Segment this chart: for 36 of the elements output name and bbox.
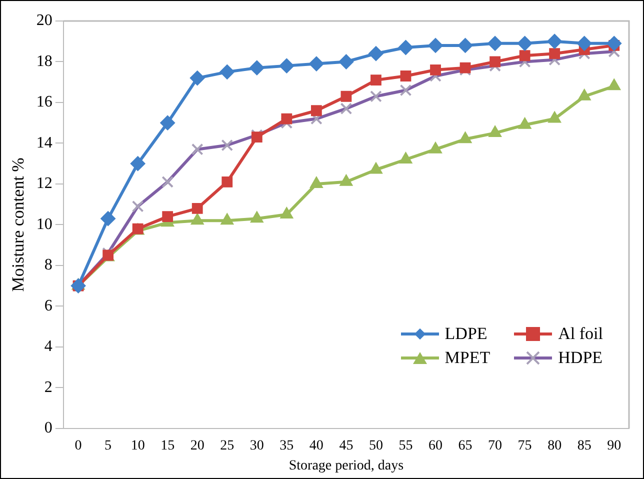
- y-tick-label: 0: [44, 420, 52, 437]
- y-tick-label: 16: [36, 94, 52, 111]
- x-tick-label: 40: [309, 438, 324, 454]
- x-tick-label: 85: [577, 438, 592, 454]
- x-tick-label: 45: [339, 438, 354, 454]
- x-tick-label: 65: [458, 438, 472, 454]
- y-tick-label: 10: [36, 216, 52, 233]
- legend-label: Al foil: [558, 324, 603, 344]
- x-axis-title: Storage period, days: [288, 458, 404, 474]
- legend-label: MPET: [444, 348, 490, 368]
- x-tick-label: 90: [607, 438, 622, 454]
- x-tick-label: 60: [428, 438, 443, 454]
- y-tick-label: 14: [36, 134, 52, 152]
- x-tick-label: 30: [250, 438, 264, 454]
- x-tick-label: 20: [190, 438, 204, 454]
- x-tick-label: 70: [488, 438, 502, 454]
- y-tick-label: 2: [44, 378, 52, 396]
- x-tick-label: 75: [518, 438, 532, 454]
- legend-label: HDPE: [558, 348, 603, 368]
- x-tick-label: 15: [160, 438, 175, 454]
- x-tick-label: 25: [220, 438, 234, 454]
- x-tick-label: 5: [104, 438, 112, 454]
- x-tick-label: 80: [548, 438, 562, 454]
- legend-label: LDPE: [444, 324, 488, 344]
- x-tick-label: 10: [130, 438, 145, 454]
- y-tick-label: 6: [44, 297, 52, 314]
- y-tick-label: 8: [44, 256, 52, 274]
- y-tick-label: 20: [36, 12, 52, 30]
- y-tick-label: 4: [44, 338, 52, 356]
- y-axis-title: Moisture content %: [8, 158, 28, 292]
- y-tick-label: 12: [36, 175, 52, 192]
- x-tick-label: 35: [280, 438, 294, 454]
- x-tick-label: 0: [74, 438, 82, 454]
- x-tick-label: 55: [398, 438, 413, 454]
- x-tick-label: 50: [368, 438, 383, 454]
- y-tick-label: 18: [36, 52, 52, 70]
